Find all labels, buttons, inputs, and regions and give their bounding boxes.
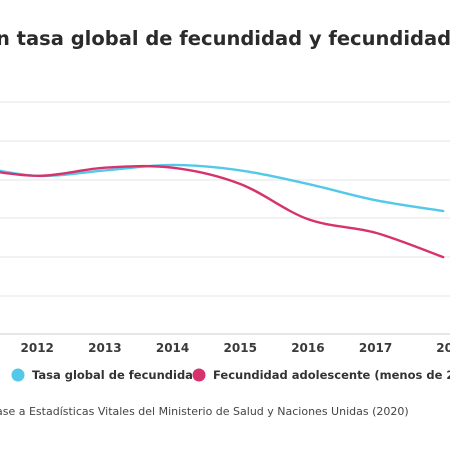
legend-marker-1 [192,368,206,382]
x-tick-label: 2012 [21,341,54,355]
x-tick-label: 2013 [88,341,121,355]
legend-label-0: Tasa global de fecundidad [32,368,201,382]
x-tick-label: 2015 [224,341,257,355]
x-tick-label: 2014 [156,341,189,355]
x-tick-label: 20 [436,341,450,355]
source-note: ase a Estadísticas Vitales del Ministeri… [0,405,409,418]
series-line-1 [0,164,445,259]
legend-marker-0 [11,368,25,382]
chart-title: n tasa global de fecundidad y fecundidad… [0,27,450,50]
grid-lines [0,101,450,335]
legend-label-1: Fecundidad adolescente (menos de 20 año [213,368,450,382]
x-tick-label: 2017 [359,341,392,355]
x-tick-label: 2016 [291,341,324,355]
x-tick-labels: 2012 2013 2014 2015 2016 2017 20 [21,341,450,355]
series-lines [0,163,445,259]
legend: Tasa global de fecundidad Fecundidad adol… [11,368,450,382]
